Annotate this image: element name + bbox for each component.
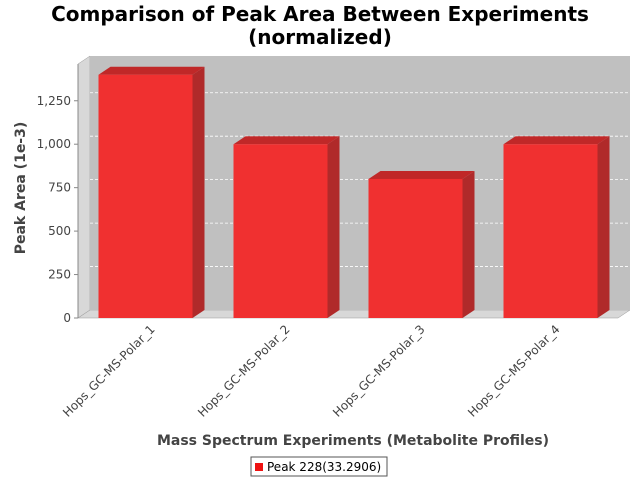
bar-side — [327, 136, 340, 318]
x-tick-label: Hops_GC-MS-Polar_2 — [195, 322, 293, 420]
y-tick-label: 1,250 — [37, 94, 71, 108]
y-axis-label: Peak Area (1e-3) — [13, 122, 29, 255]
bars — [98, 66, 610, 318]
legend-label: Peak 228(33.2906) — [267, 460, 381, 474]
x-ticks: Hops_GC-MS-Polar_1 Hops_GC-MS-Polar_2 Hops… — [60, 322, 563, 420]
y-tick-label: 1,000 — [37, 137, 71, 151]
x-tick-label: Hops_GC-MS-Polar_3 — [330, 322, 428, 420]
bar-top — [233, 136, 340, 145]
x-tick-label: Hops_GC-MS-Polar_1 — [60, 322, 158, 420]
chart-title: Comparison of Peak Area Between Experime… — [51, 2, 589, 26]
bar-front — [233, 144, 328, 318]
bar — [98, 66, 205, 318]
bar — [233, 136, 340, 318]
y-axis: 0 250 500 750 1,000 1,250 — [37, 64, 79, 325]
x-tick-label: Hops_GC-MS-Polar_4 — [465, 322, 563, 420]
x-axis-label: Mass Spectrum Experiments (Metabolite Pr… — [157, 433, 549, 449]
bar — [368, 170, 475, 318]
bar-top — [503, 136, 610, 145]
y-tick-label: 0 — [63, 311, 71, 325]
y-tick-label: 250 — [48, 268, 71, 282]
legend: Peak 228(33.2906) — [250, 456, 388, 477]
y-tick-label: 750 — [48, 181, 71, 195]
bar-top — [98, 66, 205, 75]
plot-left-wall — [77, 55, 91, 319]
legend-swatch — [255, 463, 263, 471]
bar — [503, 136, 610, 318]
legend-box — [250, 456, 388, 477]
bar-front — [368, 178, 463, 318]
y-ticks: 0 250 500 750 1,000 1,250 — [37, 94, 78, 325]
chart-subtitle: (normalized) — [248, 25, 392, 49]
bar-top — [368, 170, 475, 179]
bar-side — [597, 136, 610, 318]
bar-front — [98, 74, 193, 318]
bar-front — [503, 144, 598, 318]
bar-side — [462, 170, 475, 318]
y-tick-label: 500 — [48, 224, 71, 238]
bar-side — [192, 66, 205, 318]
